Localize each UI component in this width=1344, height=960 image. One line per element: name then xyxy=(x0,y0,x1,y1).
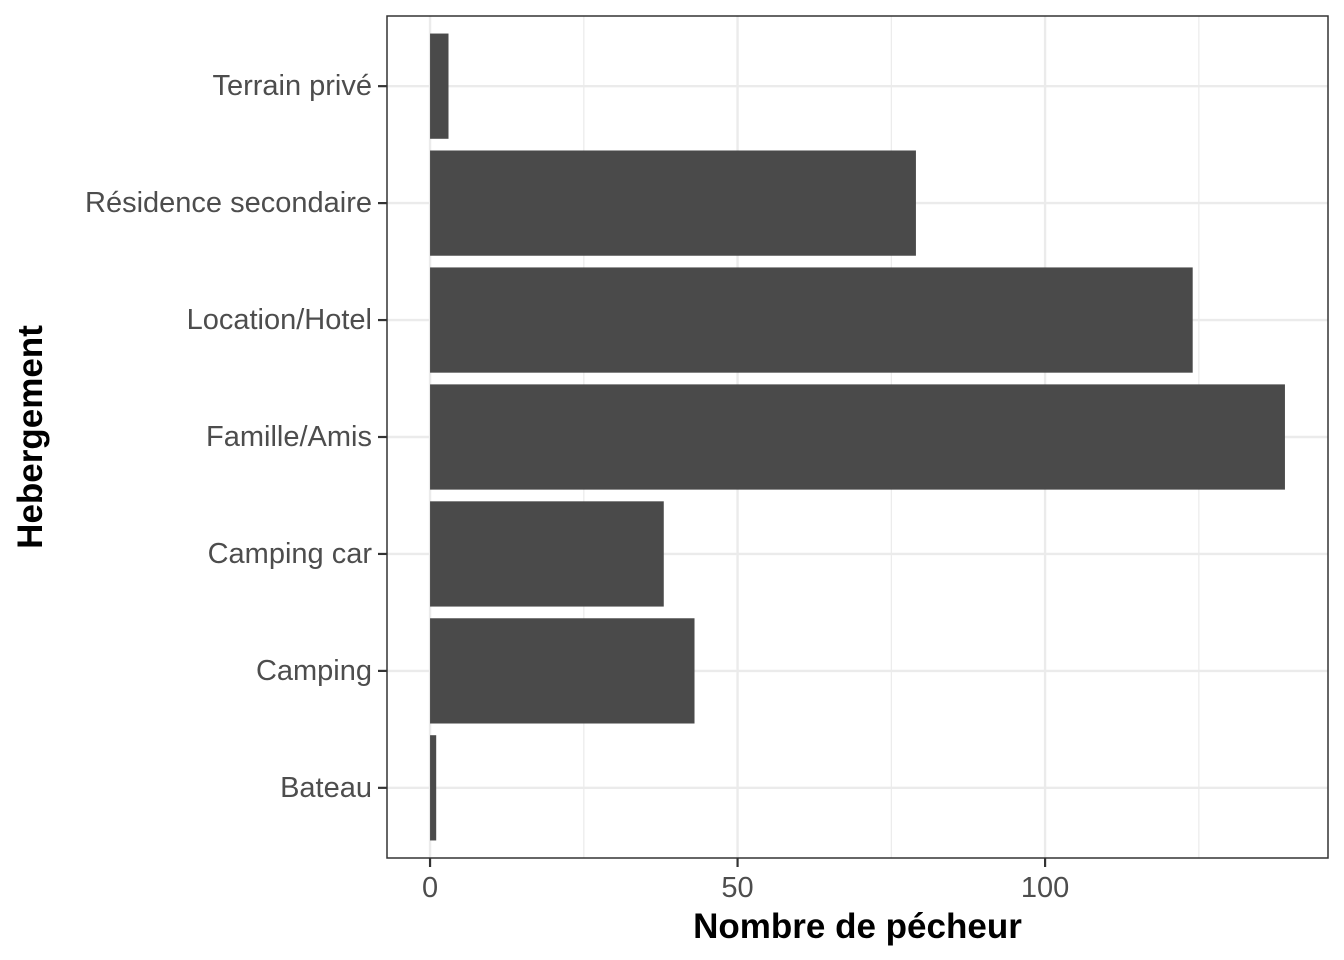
y-tick-label: Famille/Amis xyxy=(206,421,372,453)
x-tick-label: 0 xyxy=(422,872,438,904)
bar xyxy=(430,384,1285,490)
y-tick-label: Terrain privé xyxy=(212,70,372,102)
bar xyxy=(430,735,437,841)
y-tick-label: Bateau xyxy=(280,772,372,804)
bar xyxy=(430,267,1193,373)
bar xyxy=(430,33,449,139)
y-tick-label: Camping xyxy=(256,655,372,687)
x-axis: 0 50 100 xyxy=(422,858,1069,904)
bar xyxy=(430,618,695,724)
x-tick-label: 50 xyxy=(721,872,753,904)
y-tick-label: Location/Hotel xyxy=(187,304,372,336)
bar xyxy=(430,150,916,256)
x-axis-title: Nombre de pécheur xyxy=(693,907,1022,946)
y-tick-label: Camping car xyxy=(208,538,373,570)
y-axis-title: Hebergement xyxy=(11,325,50,549)
y-tick-label: Résidence secondaire xyxy=(85,187,372,219)
y-axis: Bateau Camping Camping car Famille/Amis Loca… xyxy=(85,70,387,804)
bar xyxy=(430,501,664,607)
bars xyxy=(430,33,1285,841)
x-tick-label: 100 xyxy=(1021,872,1069,904)
